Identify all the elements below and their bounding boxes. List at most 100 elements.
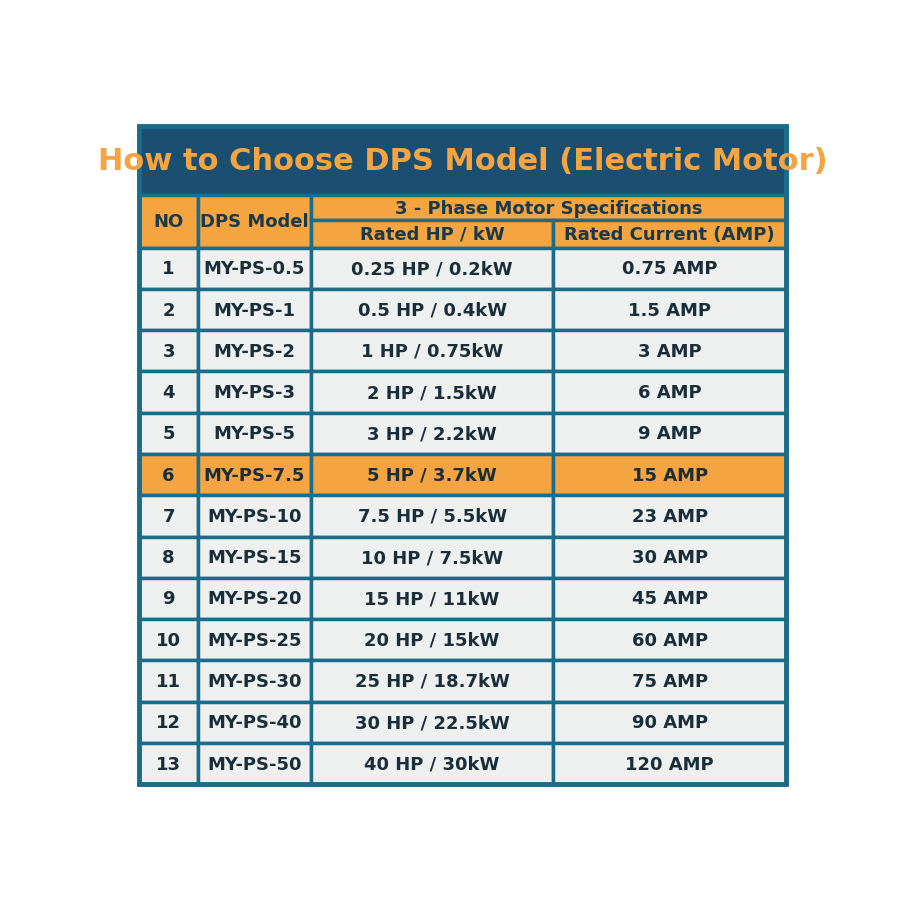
- Text: 13: 13: [156, 755, 181, 773]
- Text: 15 HP / 11kW: 15 HP / 11kW: [364, 590, 499, 608]
- Text: 6 AMP: 6 AMP: [637, 383, 701, 401]
- Bar: [198, 620, 310, 660]
- Bar: [198, 578, 310, 620]
- Bar: [139, 743, 198, 785]
- Bar: [310, 196, 786, 221]
- Bar: [198, 248, 310, 290]
- Bar: [310, 620, 553, 660]
- Bar: [139, 537, 198, 578]
- Text: 11: 11: [156, 672, 181, 690]
- Text: 3 AMP: 3 AMP: [637, 343, 701, 361]
- Bar: [310, 578, 553, 620]
- Bar: [198, 413, 310, 455]
- Bar: [310, 248, 553, 290]
- Text: 30 AMP: 30 AMP: [631, 548, 707, 566]
- Bar: [553, 331, 786, 372]
- Bar: [139, 620, 198, 660]
- Text: 25 HP / 18.7kW: 25 HP / 18.7kW: [354, 672, 509, 690]
- Text: 1.5 AMP: 1.5 AMP: [628, 301, 711, 319]
- Text: 30 HP / 22.5kW: 30 HP / 22.5kW: [354, 713, 509, 732]
- Bar: [139, 578, 198, 620]
- Bar: [310, 221, 553, 248]
- Bar: [139, 660, 198, 702]
- Bar: [310, 290, 553, 331]
- Bar: [310, 455, 553, 496]
- Text: Rated Current (AMP): Rated Current (AMP): [564, 226, 774, 244]
- Text: MY-PS-20: MY-PS-20: [207, 590, 301, 608]
- Text: 0.5 HP / 0.4kW: 0.5 HP / 0.4kW: [357, 301, 506, 319]
- Bar: [139, 413, 198, 455]
- Text: NO: NO: [153, 213, 183, 231]
- Bar: [198, 537, 310, 578]
- Text: 3 HP / 2.2kW: 3 HP / 2.2kW: [367, 425, 496, 443]
- Bar: [553, 537, 786, 578]
- Bar: [553, 221, 786, 248]
- Bar: [310, 331, 553, 372]
- Bar: [198, 455, 310, 496]
- Bar: [310, 660, 553, 702]
- Text: 20 HP / 15kW: 20 HP / 15kW: [364, 631, 499, 649]
- Text: 4: 4: [162, 383, 175, 401]
- Text: 23 AMP: 23 AMP: [631, 507, 707, 525]
- Text: 5: 5: [162, 425, 175, 443]
- Bar: [553, 660, 786, 702]
- Bar: [310, 372, 553, 413]
- Text: 45 AMP: 45 AMP: [631, 590, 707, 608]
- Text: MY-PS-40: MY-PS-40: [207, 713, 301, 732]
- Text: MY-PS-2: MY-PS-2: [213, 343, 295, 361]
- Bar: [553, 496, 786, 537]
- Bar: [198, 372, 310, 413]
- Text: MY-PS-1: MY-PS-1: [213, 301, 295, 319]
- Text: 7: 7: [162, 507, 175, 525]
- Bar: [310, 702, 553, 743]
- Text: 8: 8: [162, 548, 175, 566]
- Bar: [553, 743, 786, 785]
- Text: 1 HP / 0.75kW: 1 HP / 0.75kW: [361, 343, 502, 361]
- Text: MY-PS-10: MY-PS-10: [207, 507, 301, 525]
- Text: 0.25 HP / 0.2kW: 0.25 HP / 0.2kW: [351, 260, 512, 278]
- Text: 9: 9: [162, 590, 175, 608]
- Bar: [310, 537, 553, 578]
- Bar: [310, 496, 553, 537]
- Bar: [198, 196, 310, 248]
- Bar: [198, 331, 310, 372]
- Bar: [139, 702, 198, 743]
- Bar: [310, 413, 553, 455]
- Text: 10 HP / 7.5kW: 10 HP / 7.5kW: [361, 548, 502, 566]
- Bar: [553, 578, 786, 620]
- Text: MY-PS-15: MY-PS-15: [207, 548, 301, 566]
- Text: MY-PS-30: MY-PS-30: [207, 672, 301, 690]
- Text: 10: 10: [156, 631, 181, 649]
- Text: 40 HP / 30kW: 40 HP / 30kW: [364, 755, 499, 773]
- Bar: [139, 248, 198, 290]
- Bar: [310, 743, 553, 785]
- Text: MY-PS-5: MY-PS-5: [213, 425, 295, 443]
- Text: 7.5 HP / 5.5kW: 7.5 HP / 5.5kW: [357, 507, 506, 525]
- Text: 5 HP / 3.7kW: 5 HP / 3.7kW: [367, 466, 496, 484]
- Bar: [139, 196, 198, 248]
- Bar: [139, 455, 198, 496]
- Text: 60 AMP: 60 AMP: [631, 631, 707, 649]
- Bar: [198, 660, 310, 702]
- Bar: [198, 743, 310, 785]
- Bar: [553, 248, 786, 290]
- Text: MY-PS-25: MY-PS-25: [207, 631, 301, 649]
- Bar: [198, 290, 310, 331]
- Text: 9 AMP: 9 AMP: [637, 425, 701, 443]
- Text: DPS Model: DPS Model: [199, 213, 308, 231]
- Text: 15 AMP: 15 AMP: [631, 466, 707, 484]
- Text: MY-PS-50: MY-PS-50: [207, 755, 301, 773]
- Bar: [198, 496, 310, 537]
- Text: 3: 3: [162, 343, 175, 361]
- Text: 3 - Phase Motor Specifications: 3 - Phase Motor Specifications: [394, 199, 702, 217]
- Text: MY-PS-7.5: MY-PS-7.5: [203, 466, 305, 484]
- Bar: [553, 290, 786, 331]
- Bar: [553, 620, 786, 660]
- Bar: [553, 702, 786, 743]
- Text: 2: 2: [162, 301, 175, 319]
- Text: 1: 1: [162, 260, 175, 278]
- Bar: [553, 455, 786, 496]
- Bar: [139, 290, 198, 331]
- Bar: [139, 331, 198, 372]
- Text: 90 AMP: 90 AMP: [631, 713, 707, 732]
